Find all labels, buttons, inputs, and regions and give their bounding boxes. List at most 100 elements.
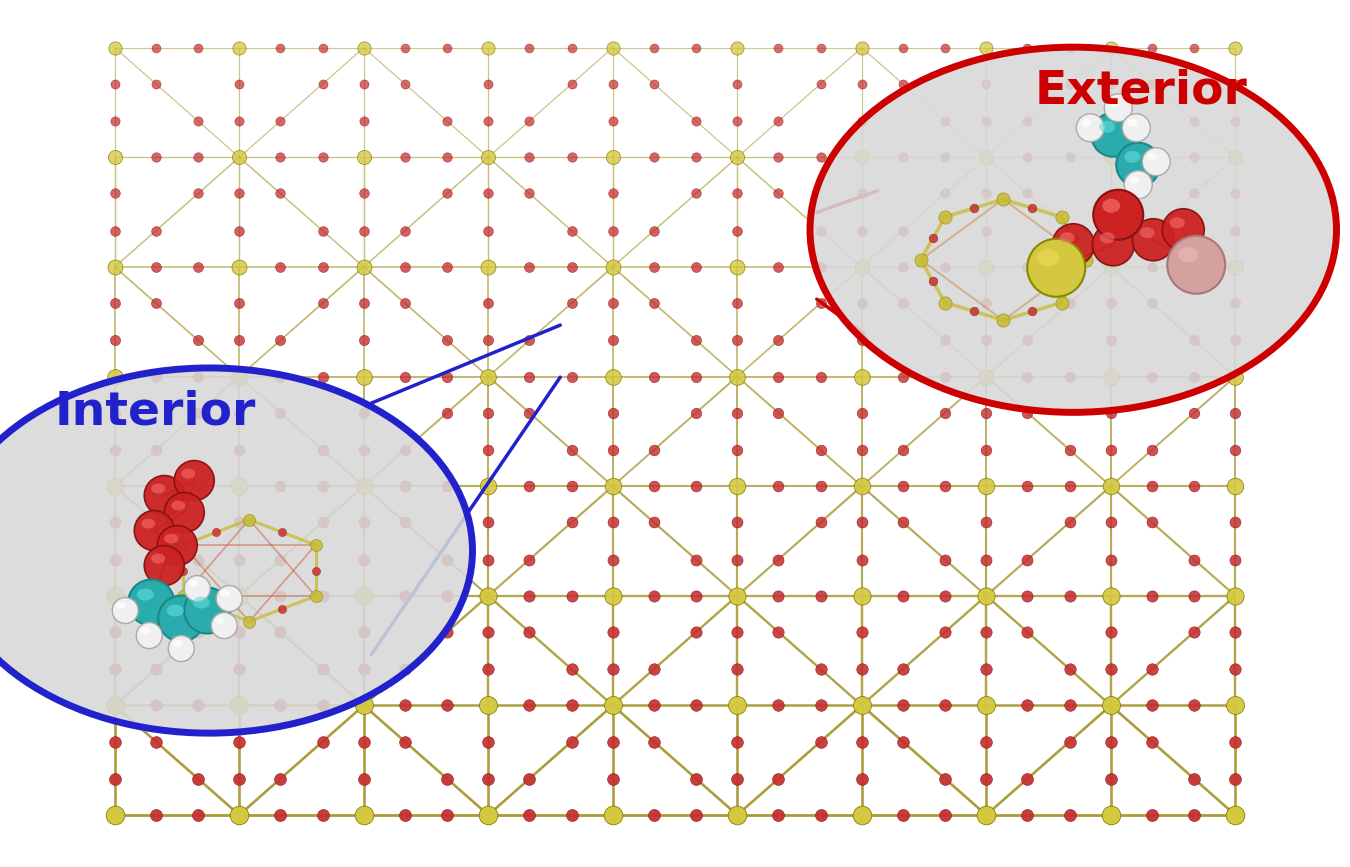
Point [352, 443, 374, 457]
Ellipse shape [151, 553, 165, 564]
Point [173, 564, 194, 577]
Point [643, 297, 664, 310]
Point [312, 515, 333, 529]
Point [768, 334, 790, 348]
Point [1224, 77, 1246, 91]
Ellipse shape [1168, 236, 1226, 294]
Point [602, 443, 624, 457]
Point [228, 515, 250, 529]
Point [436, 699, 458, 713]
Point [686, 260, 707, 274]
Ellipse shape [158, 596, 204, 642]
Point [1184, 552, 1206, 566]
Point [976, 515, 998, 529]
Point [228, 625, 250, 639]
Point [228, 589, 250, 603]
Point [312, 41, 333, 55]
Point [850, 41, 872, 55]
Point [228, 772, 250, 786]
Point [1017, 772, 1038, 786]
Point [934, 552, 956, 566]
Point [602, 150, 624, 164]
Point [144, 699, 166, 713]
Ellipse shape [184, 576, 211, 602]
Point [1058, 662, 1080, 676]
Point [104, 406, 126, 420]
Point [478, 224, 500, 238]
Ellipse shape [193, 596, 209, 609]
Ellipse shape [1179, 247, 1199, 262]
Point [1075, 253, 1096, 267]
Point [478, 772, 500, 786]
Point [104, 77, 126, 91]
Point [228, 734, 250, 748]
Point [602, 77, 624, 91]
Point [228, 334, 250, 348]
Point [1100, 150, 1122, 164]
Point [560, 150, 582, 164]
Point [352, 734, 374, 748]
Point [602, 589, 624, 603]
Point [976, 406, 998, 420]
Point [686, 369, 707, 383]
Point [726, 625, 748, 639]
Point [726, 77, 748, 91]
Point [560, 699, 582, 713]
Ellipse shape [1133, 218, 1174, 261]
Point [270, 589, 292, 603]
Point [436, 369, 458, 383]
Point [560, 41, 582, 55]
Point [270, 114, 292, 128]
Ellipse shape [136, 623, 162, 649]
Point [478, 297, 500, 310]
Point [1017, 479, 1038, 493]
Point [394, 297, 416, 310]
Ellipse shape [1027, 238, 1085, 297]
Point [934, 699, 956, 713]
Point [1184, 150, 1206, 164]
Point [436, 41, 458, 55]
Point [1224, 334, 1246, 348]
Point [188, 186, 209, 200]
Point [1017, 552, 1038, 566]
Point [976, 150, 998, 164]
Point [436, 334, 458, 348]
Point [976, 334, 998, 348]
Ellipse shape [1127, 119, 1137, 127]
Point [144, 224, 166, 238]
Ellipse shape [171, 500, 185, 511]
Point [768, 772, 790, 786]
Point [768, 260, 790, 274]
Point [1224, 479, 1246, 493]
Point [810, 443, 832, 457]
Point [270, 772, 292, 786]
Point [1058, 77, 1080, 91]
Point [976, 114, 998, 128]
Point [271, 602, 293, 616]
Ellipse shape [116, 602, 127, 609]
Point [1224, 224, 1246, 238]
Point [1184, 699, 1206, 713]
Point [560, 369, 582, 383]
Point [352, 41, 374, 55]
Point [394, 662, 416, 676]
Point [188, 260, 209, 274]
Point [810, 150, 832, 164]
Point [478, 443, 500, 457]
Point [992, 192, 1014, 206]
Ellipse shape [167, 604, 184, 616]
Point [934, 406, 956, 420]
Point [228, 479, 250, 493]
Ellipse shape [1116, 143, 1160, 186]
Point [726, 734, 748, 748]
Point [1058, 479, 1080, 493]
Point [850, 552, 872, 566]
Point [934, 210, 956, 224]
Point [1224, 114, 1246, 128]
Point [1100, 297, 1122, 310]
Point [518, 150, 540, 164]
Ellipse shape [128, 579, 174, 626]
Point [850, 699, 872, 713]
Point [768, 699, 790, 713]
Point [726, 150, 748, 164]
